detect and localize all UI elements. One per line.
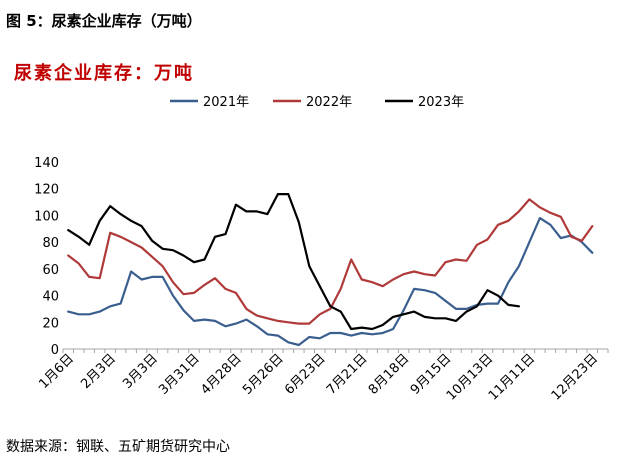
- legend-label: 2022年: [306, 95, 352, 110]
- chart-title: 尿素企业库存：万吨: [14, 63, 194, 84]
- y-tick-label: 20: [42, 316, 59, 331]
- y-tick-label: 140: [34, 156, 59, 171]
- legend: 2021年 2022年 2023年: [170, 95, 464, 110]
- y-tick-label: 60: [42, 263, 59, 278]
- x-tick-label: 8月18日: [366, 351, 413, 398]
- y-axis: 0 20 40 60 80 100 120 140: [34, 156, 59, 358]
- y-tick-label: 40: [42, 290, 59, 305]
- x-tick-label: 7月21日: [324, 351, 371, 398]
- x-tick-label: 6月23日: [282, 351, 329, 398]
- x-tick-label: 3月31日: [156, 351, 203, 398]
- x-tick-label: 5月26日: [240, 351, 287, 398]
- x-tick-label: 2月3日: [78, 351, 119, 392]
- x-tick-label: 4月28日: [198, 351, 245, 398]
- y-tick-label: 100: [34, 209, 59, 224]
- y-tick-label: 120: [34, 183, 59, 198]
- legend-label: 2023年: [418, 95, 464, 110]
- series-line-2022年: [67, 198, 594, 325]
- source-note: 数据来源：钢联、五矿期货研究中心: [6, 439, 230, 455]
- x-tick-label: 12月23日: [549, 351, 601, 403]
- y-tick-label: 80: [42, 236, 59, 251]
- series-layer: [67, 193, 594, 347]
- x-tick-label: 11月11日: [486, 351, 538, 403]
- series-line-2023年: [67, 193, 520, 331]
- y-tick-label: 0: [51, 343, 59, 358]
- figure-title: 图 5：尿素企业库存（万吨）: [6, 12, 202, 30]
- x-axis: 1月6日 2月3日 3月3日3月31日4月28日5月26日6月23日7月21日8月1…: [36, 348, 609, 404]
- series-line-2021年: [67, 217, 594, 347]
- legend-label: 2021年: [203, 95, 249, 110]
- x-tick-label: 3月3日: [120, 351, 161, 392]
